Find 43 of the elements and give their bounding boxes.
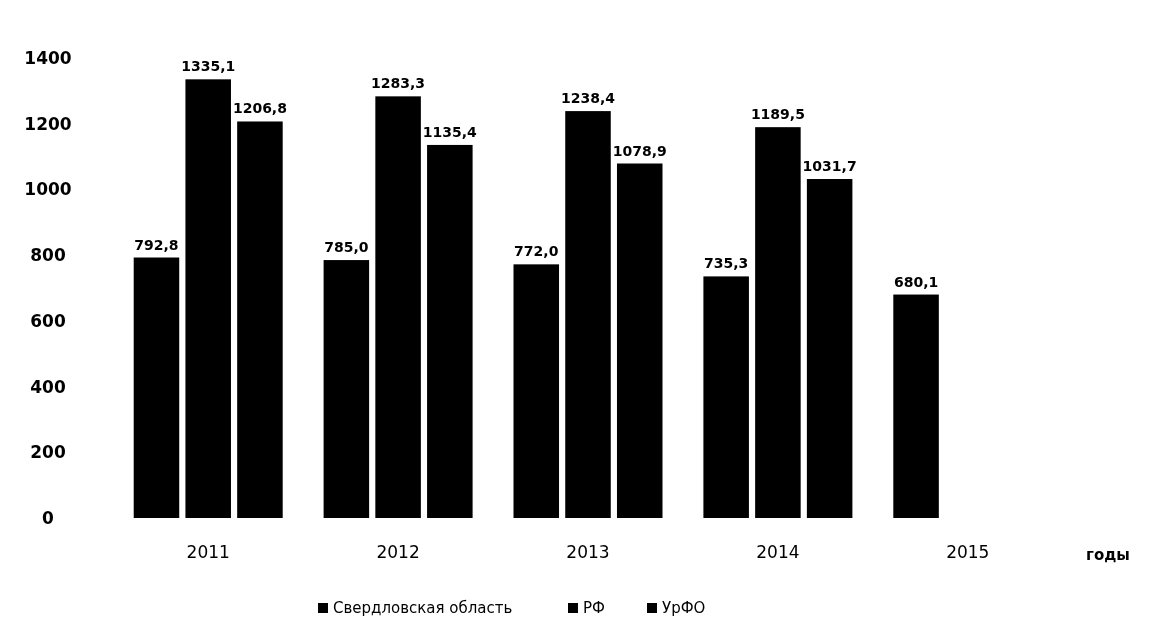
data-label: 785,0 <box>324 239 369 256</box>
y-tick-label: 800 <box>30 245 66 266</box>
bar <box>565 111 611 518</box>
data-label: 1031,7 <box>802 158 857 175</box>
bar <box>375 96 421 518</box>
y-tick-label: 1400 <box>24 48 72 68</box>
legend-label: РФ <box>583 599 606 617</box>
data-label: 1189,5 <box>750 106 805 123</box>
bar <box>893 294 939 518</box>
bar <box>703 276 749 518</box>
x-tick-label: 2013 <box>566 542 610 562</box>
bar <box>616 163 663 518</box>
bar <box>133 257 180 518</box>
data-label: 735,3 <box>704 255 749 272</box>
data-label: 1135,4 <box>422 123 478 140</box>
bar <box>323 260 370 518</box>
y-tick-label: 400 <box>30 376 66 397</box>
x-tick-label: 2015 <box>946 542 990 562</box>
bar <box>755 127 801 518</box>
x-tick-label: 2011 <box>186 542 230 562</box>
bar <box>237 121 283 518</box>
bar <box>806 179 853 518</box>
data-label: 1078,9 <box>612 142 667 159</box>
x-tick-label: 2014 <box>756 542 800 562</box>
bar <box>185 79 231 518</box>
data-label: 1335,1 <box>181 58 236 75</box>
data-label: 1238,4 <box>560 90 616 107</box>
data-label: 1206,8 <box>232 100 287 117</box>
data-label: 1283,3 <box>371 75 426 92</box>
y-tick-label: 600 <box>30 310 66 331</box>
y-tick-label: 1000 <box>24 179 72 200</box>
bar <box>427 144 473 518</box>
x-axis-title: годы <box>1086 546 1130 564</box>
legend-label: Свердловская область <box>333 599 513 617</box>
y-tick-label: 0 <box>42 508 55 528</box>
y-tick-label: 200 <box>30 442 66 463</box>
y-tick-label: 1200 <box>24 113 72 134</box>
data-label: 792,8 <box>134 236 179 253</box>
x-tick-label: 2012 <box>376 542 420 562</box>
legend-label: УрФО <box>662 599 706 617</box>
data-label: 680,1 <box>893 273 939 290</box>
bar <box>513 264 560 518</box>
data-label: 772,0 <box>514 243 559 260</box>
